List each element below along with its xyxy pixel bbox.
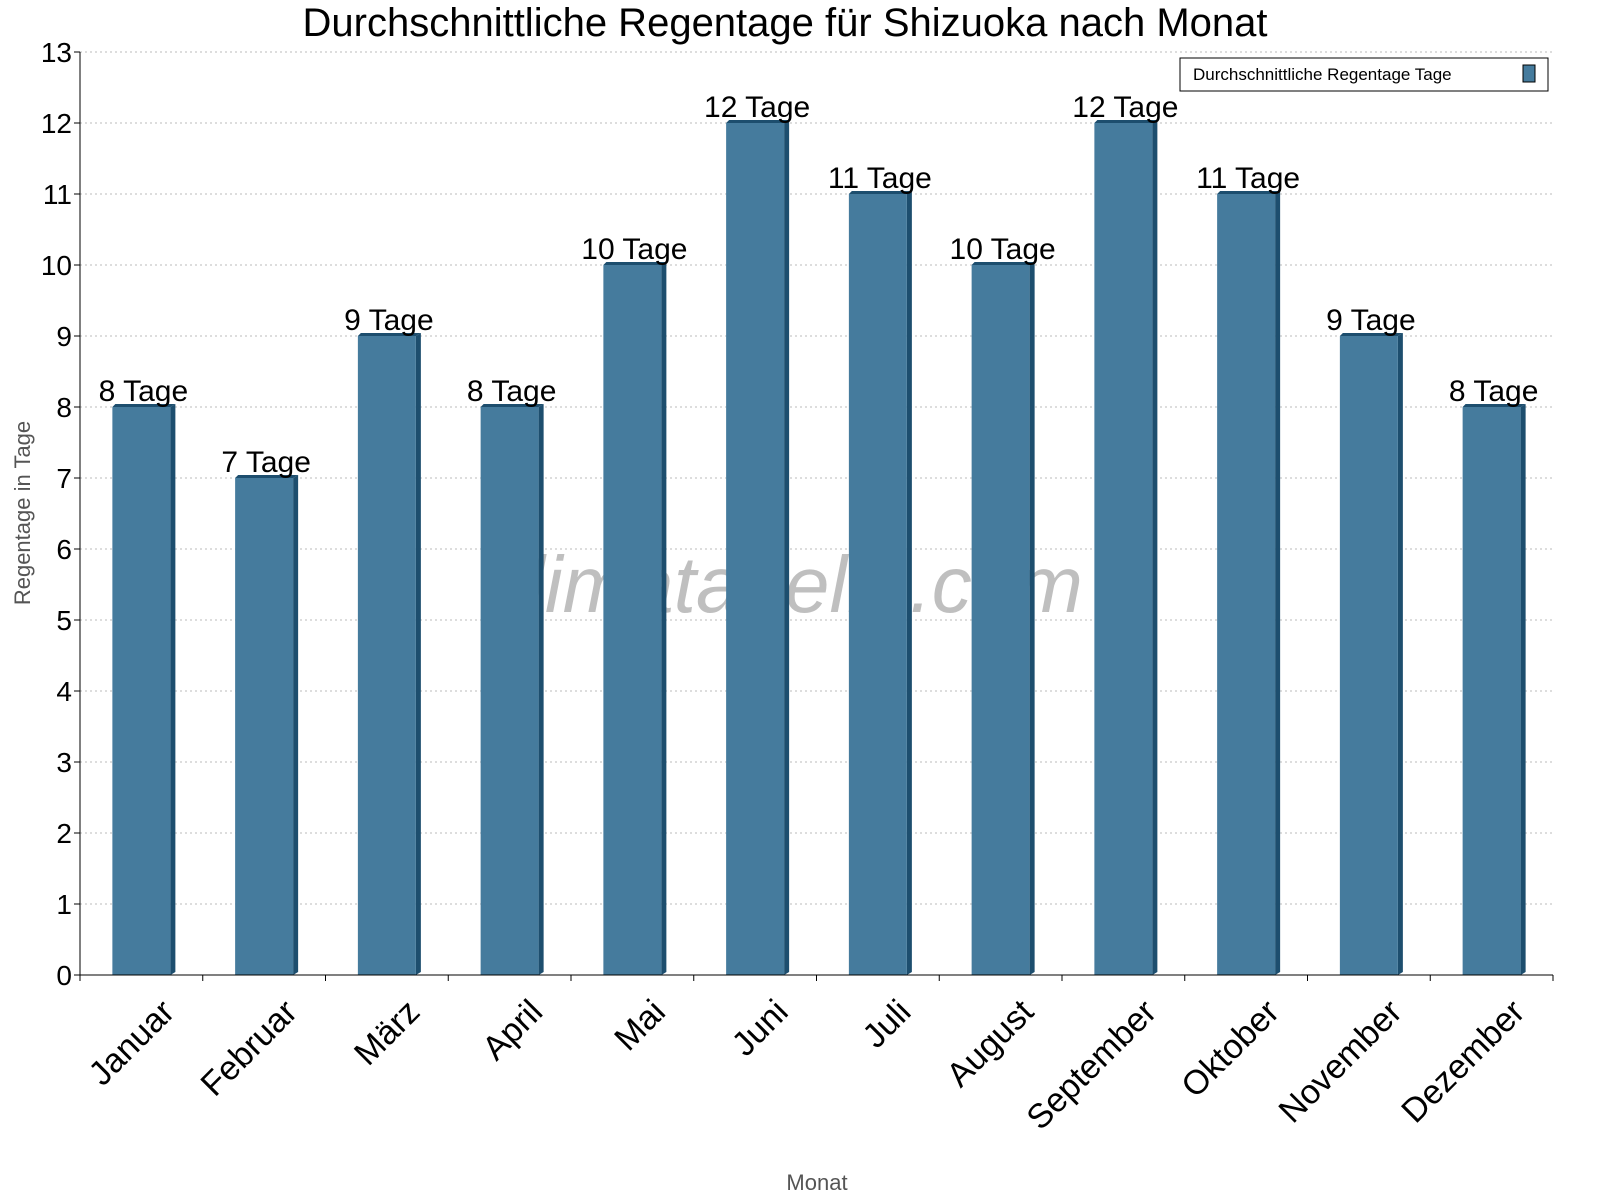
y-tick-label: 10 bbox=[41, 250, 72, 281]
y-tick-label: 0 bbox=[56, 960, 72, 991]
bar-top bbox=[1339, 333, 1403, 336]
data-label: 12 Tage bbox=[1072, 91, 1178, 124]
data-label: 9 Tage bbox=[1326, 304, 1416, 337]
bar-top bbox=[848, 191, 912, 194]
bar bbox=[971, 265, 1030, 975]
bar-side bbox=[415, 333, 421, 975]
bar bbox=[848, 194, 907, 975]
bar-top bbox=[235, 475, 299, 478]
bar-side bbox=[1520, 404, 1526, 975]
x-tick-label: Februar bbox=[194, 993, 305, 1104]
legend-box bbox=[1179, 57, 1549, 92]
bar bbox=[603, 265, 662, 975]
y-tick-label: 2 bbox=[56, 818, 72, 849]
y-tick-label: 5 bbox=[56, 605, 72, 636]
y-tick-label: 12 bbox=[41, 108, 72, 139]
bar-side bbox=[661, 262, 667, 975]
y-tick-label: 9 bbox=[56, 321, 72, 352]
bar-side bbox=[1275, 191, 1281, 975]
bar bbox=[1339, 336, 1398, 975]
y-tick-label: 7 bbox=[56, 463, 72, 494]
x-tick-label: November bbox=[1272, 993, 1410, 1131]
chart-title: Durchschnittliche Regentage für Shizuoka… bbox=[303, 1, 1268, 45]
bar-top bbox=[1094, 120, 1158, 123]
bar-side bbox=[1029, 262, 1035, 975]
x-tick-label: Juni bbox=[725, 993, 796, 1064]
data-label: 11 Tage bbox=[1196, 162, 1300, 195]
bar-top bbox=[480, 404, 544, 407]
data-label: 10 Tage bbox=[950, 233, 1056, 266]
bar-top bbox=[603, 262, 667, 265]
bar bbox=[1094, 123, 1153, 975]
x-tick-label: April bbox=[475, 993, 550, 1068]
bar bbox=[726, 123, 785, 975]
x-tick-label: Oktober bbox=[1174, 993, 1286, 1105]
data-label: 8 Tage bbox=[467, 375, 557, 408]
bar-side bbox=[293, 475, 299, 975]
x-tick-label: Juli bbox=[855, 993, 918, 1056]
x-tick-label: Mai bbox=[607, 993, 673, 1059]
data-label: 8 Tage bbox=[1449, 375, 1539, 408]
bar bbox=[112, 407, 171, 975]
bar-top bbox=[1462, 404, 1526, 407]
y-tick-label: 8 bbox=[56, 392, 72, 423]
bar-side bbox=[1152, 120, 1158, 975]
y-tick-label: 11 bbox=[43, 179, 72, 210]
bar bbox=[1217, 194, 1276, 975]
y-tick-label: 13 bbox=[41, 37, 72, 68]
legend: Durchschnittliche Regentage Tage bbox=[1179, 57, 1549, 92]
bar-top bbox=[112, 404, 176, 407]
bar bbox=[480, 407, 539, 975]
data-label: 9 Tage bbox=[344, 304, 434, 337]
bar-top bbox=[971, 262, 1035, 265]
x-tick-label: August bbox=[939, 992, 1041, 1094]
bar-top bbox=[357, 333, 421, 336]
bar bbox=[357, 336, 416, 975]
x-tick-label: Januar bbox=[81, 993, 181, 1093]
bar-top bbox=[726, 120, 790, 123]
x-tick-label: September bbox=[1019, 993, 1163, 1137]
x-tick-label: März bbox=[347, 993, 427, 1073]
bar-top bbox=[1217, 191, 1281, 194]
data-label: 7 Tage bbox=[221, 446, 311, 479]
data-label: 10 Tage bbox=[581, 233, 687, 266]
x-tick-label: Dezember bbox=[1394, 993, 1532, 1131]
x-axis-label: Monat bbox=[786, 1170, 847, 1195]
bar-side bbox=[1397, 333, 1403, 975]
bar-side bbox=[784, 120, 790, 975]
data-label: 8 Tage bbox=[99, 375, 189, 408]
y-tick-label: 3 bbox=[56, 747, 72, 778]
data-label: 12 Tage bbox=[704, 91, 810, 124]
bar bbox=[235, 478, 294, 975]
bar bbox=[1462, 407, 1521, 975]
bar-side bbox=[906, 191, 912, 975]
y-tick-label: 4 bbox=[56, 676, 72, 707]
y-axis-label: Regentage in Tage bbox=[10, 421, 35, 605]
legend-label: Durchschnittliche Regentage Tage bbox=[1193, 65, 1452, 84]
y-tick-label: 6 bbox=[56, 534, 72, 565]
legend-swatch bbox=[1522, 64, 1536, 83]
bar-side bbox=[170, 404, 176, 975]
bar-side bbox=[538, 404, 544, 975]
data-label: 11 Tage bbox=[828, 162, 932, 195]
y-tick-label: 1 bbox=[56, 889, 72, 920]
